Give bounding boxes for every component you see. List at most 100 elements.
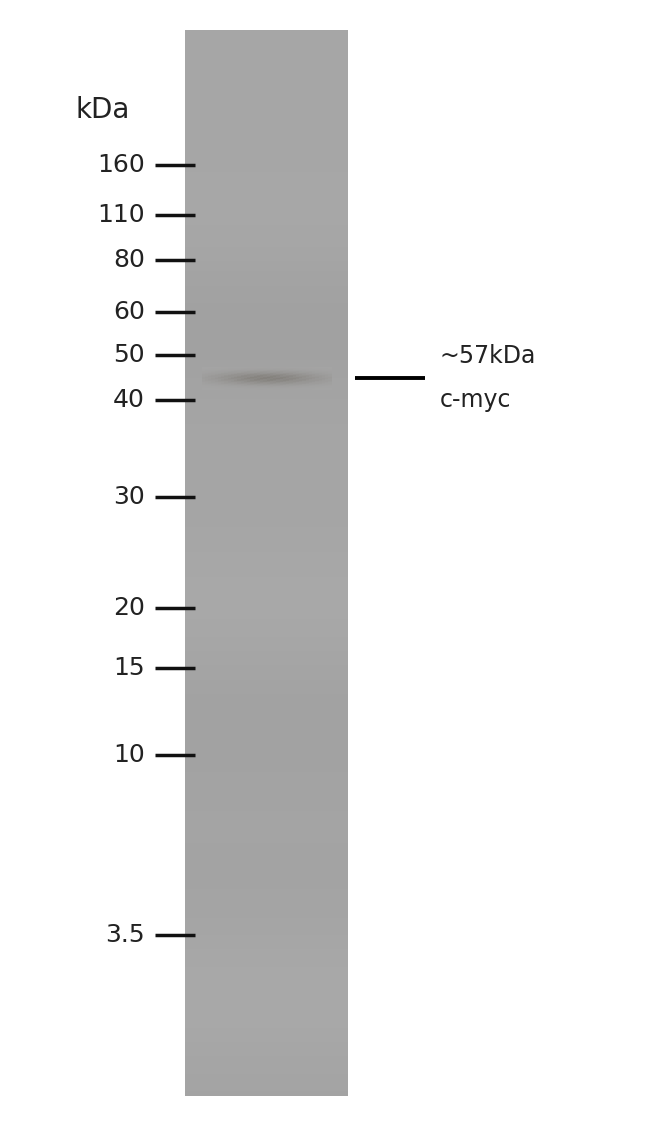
Bar: [185, 789, 348, 794]
Bar: [185, 587, 348, 592]
Bar: [185, 946, 348, 950]
Bar: [185, 172, 348, 176]
Bar: [185, 396, 348, 400]
Bar: [185, 602, 348, 606]
Text: 40: 40: [113, 388, 145, 412]
Bar: [185, 187, 348, 191]
Bar: [185, 72, 348, 77]
Bar: [185, 41, 348, 45]
Bar: [185, 537, 348, 542]
Bar: [185, 197, 348, 201]
Bar: [185, 112, 348, 116]
Bar: [185, 520, 348, 525]
Bar: [185, 829, 348, 834]
Bar: [185, 87, 348, 92]
Text: ~57kDa: ~57kDa: [440, 344, 536, 368]
Bar: [185, 278, 348, 283]
Bar: [185, 549, 348, 553]
Bar: [185, 851, 348, 855]
Bar: [185, 290, 348, 294]
Bar: [185, 974, 348, 978]
Bar: [185, 715, 348, 719]
Bar: [185, 286, 348, 291]
Bar: [185, 542, 348, 546]
Bar: [185, 995, 348, 1000]
Bar: [185, 414, 348, 418]
Bar: [185, 421, 348, 425]
Bar: [185, 225, 348, 230]
Bar: [185, 346, 348, 351]
Bar: [185, 818, 348, 822]
Bar: [185, 360, 348, 364]
Text: 50: 50: [113, 343, 145, 366]
Bar: [185, 190, 348, 195]
Bar: [185, 545, 348, 550]
Bar: [185, 517, 348, 521]
Bar: [185, 708, 348, 713]
Bar: [185, 1031, 348, 1036]
Bar: [185, 690, 348, 694]
Bar: [185, 325, 348, 329]
Bar: [185, 392, 348, 397]
Bar: [185, 76, 348, 80]
Bar: [185, 218, 348, 223]
Bar: [185, 250, 348, 254]
Bar: [185, 119, 348, 123]
Bar: [185, 892, 348, 897]
Bar: [185, 428, 348, 432]
Bar: [185, 378, 348, 382]
Bar: [185, 54, 348, 60]
Text: kDa: kDa: [75, 96, 129, 124]
Bar: [185, 608, 348, 613]
Bar: [185, 793, 348, 797]
Bar: [185, 1091, 348, 1096]
Bar: [185, 705, 348, 709]
Bar: [185, 1024, 348, 1028]
Bar: [185, 882, 348, 887]
Bar: [185, 768, 348, 772]
Bar: [185, 1035, 348, 1039]
Bar: [185, 670, 348, 674]
Bar: [185, 821, 348, 827]
Bar: [185, 648, 348, 653]
Bar: [185, 204, 348, 208]
Bar: [185, 371, 348, 375]
Bar: [185, 406, 348, 411]
Bar: [185, 1077, 348, 1081]
Bar: [185, 1085, 348, 1089]
Bar: [185, 200, 348, 205]
Bar: [185, 456, 348, 460]
Bar: [185, 1042, 348, 1046]
Bar: [185, 463, 348, 467]
Bar: [185, 978, 348, 983]
Bar: [185, 335, 348, 339]
Bar: [185, 104, 348, 109]
Bar: [185, 718, 348, 723]
Bar: [185, 733, 348, 737]
Bar: [185, 910, 348, 915]
Text: 60: 60: [113, 300, 145, 323]
Bar: [185, 985, 348, 990]
Bar: [185, 595, 348, 599]
Bar: [185, 222, 348, 226]
Bar: [185, 808, 348, 812]
Bar: [185, 982, 348, 986]
Bar: [185, 1003, 348, 1008]
Bar: [185, 84, 348, 88]
Bar: [185, 438, 348, 443]
Bar: [185, 1070, 348, 1074]
Bar: [185, 590, 348, 595]
Bar: [185, 904, 348, 908]
Bar: [185, 364, 348, 369]
Bar: [185, 580, 348, 585]
Bar: [185, 640, 348, 645]
Bar: [185, 467, 348, 472]
Bar: [185, 889, 348, 893]
Bar: [185, 328, 348, 333]
Bar: [185, 999, 348, 1003]
Bar: [185, 94, 348, 98]
Bar: [185, 857, 348, 862]
Bar: [185, 570, 348, 575]
Bar: [185, 140, 348, 145]
Bar: [185, 942, 348, 947]
